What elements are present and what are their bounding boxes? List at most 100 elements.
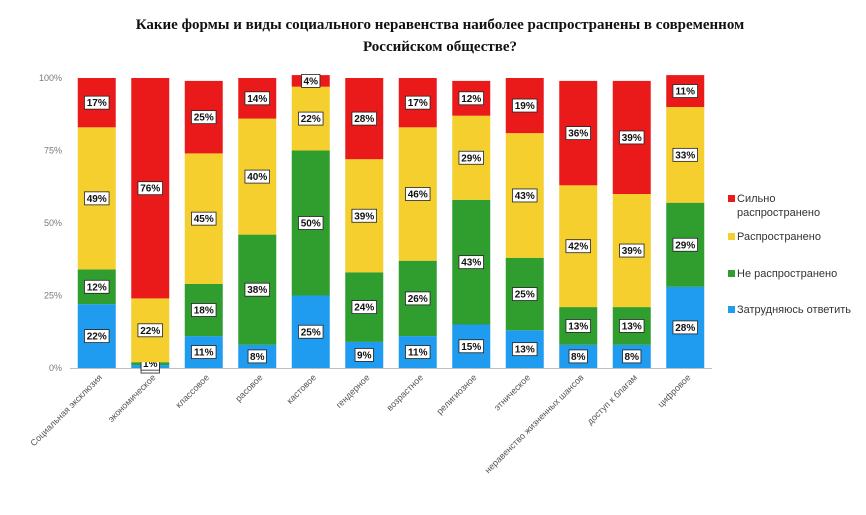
data-label: 29% (672, 237, 698, 252)
data-label: 22% (137, 323, 163, 338)
data-label: 49% (84, 191, 110, 206)
data-label: 19% (512, 98, 538, 113)
data-label: 22% (84, 329, 110, 344)
data-label: 39% (619, 130, 645, 145)
data-label-box (405, 345, 431, 359)
data-label-box (351, 111, 377, 126)
data-label-box (565, 239, 591, 254)
legend-label-not-common: Не распространено (737, 268, 838, 280)
x-category-label: этническое (492, 372, 532, 412)
chart-title: Какие формы и виды социального неравенст… (60, 14, 820, 58)
data-label-box (244, 169, 270, 184)
data-label-text: 36% (568, 129, 588, 140)
data-label-text: 24% (354, 303, 374, 314)
data-label: 25% (512, 287, 538, 301)
data-label-text: 19% (515, 101, 535, 112)
data-label: 39% (619, 243, 645, 258)
data-label-text: 45% (194, 214, 214, 225)
legend-swatch-common (728, 233, 735, 240)
data-label-box (191, 345, 217, 359)
data-label-box (137, 181, 163, 196)
data-label-box (298, 216, 324, 230)
x-category-label: доступ к благам (585, 372, 639, 426)
data-label-box (351, 300, 377, 315)
data-label-text: 14% (247, 94, 267, 105)
data-label: 42% (565, 239, 591, 254)
data-label: 36% (565, 126, 591, 140)
legend-label-common: Распространено (737, 231, 821, 243)
data-label-box (405, 187, 431, 201)
data-label: 18% (191, 303, 217, 317)
x-category-label: гендерное (334, 372, 372, 410)
data-label-box (568, 349, 588, 364)
data-label-text: 9% (357, 350, 372, 361)
data-label: 40% (244, 169, 270, 184)
data-label-text: 17% (87, 98, 107, 109)
data-label-box (84, 95, 110, 110)
data-label-text: 39% (354, 211, 374, 222)
data-label-text: 4% (304, 76, 319, 87)
data-label-box (137, 323, 163, 338)
data-label: 11% (191, 345, 217, 359)
data-label: 26% (405, 291, 431, 306)
data-label-text: 28% (675, 323, 695, 334)
data-label: 13% (619, 319, 645, 333)
data-label-text: 43% (461, 258, 481, 269)
data-label: 15% (458, 339, 484, 354)
data-label-box (191, 303, 217, 317)
data-label-box (84, 279, 110, 294)
data-label: 11% (672, 84, 698, 98)
data-label-text: 76% (140, 184, 160, 195)
legend-label-strong-line-1: Сильно (737, 193, 776, 205)
data-label-text: 22% (140, 326, 160, 337)
data-label: 29% (458, 150, 484, 165)
data-label: 8% (247, 349, 267, 364)
data-label: 43% (458, 255, 484, 270)
data-label: 38% (244, 282, 270, 297)
chart-title-line-2: Российском обществе? (363, 39, 517, 55)
data-label: 25% (191, 110, 217, 125)
data-label-box (301, 74, 321, 88)
data-label-text: 26% (408, 294, 428, 305)
x-category-label: экономическое (106, 372, 158, 424)
data-label-text: 22% (301, 114, 321, 125)
x-category-label: расовое (233, 372, 264, 403)
data-label-box (619, 319, 645, 333)
legend-swatch-unsure (728, 306, 735, 313)
data-label-box (458, 255, 484, 270)
x-category-label: кастовое (285, 372, 318, 405)
data-label: 43% (512, 188, 538, 203)
data-label-box (191, 211, 217, 226)
data-label-box (405, 291, 431, 306)
data-label-text: 11% (194, 348, 214, 359)
legend-swatch-strong (728, 195, 735, 202)
data-label-text: 28% (354, 114, 374, 125)
data-label: 50% (298, 216, 324, 230)
data-label: 12% (84, 279, 110, 294)
data-label-box (565, 319, 591, 333)
data-label-text: 17% (408, 98, 428, 109)
data-label-text: 1% (143, 359, 158, 370)
data-label-box (247, 349, 267, 364)
data-label: 22% (298, 111, 324, 126)
data-label: 28% (672, 320, 698, 335)
x-category-label: возрастное (385, 372, 426, 413)
data-label-box (354, 348, 374, 362)
data-label-box (84, 191, 110, 206)
data-label-box (405, 95, 431, 110)
y-tick-label: 50% (44, 218, 62, 228)
data-label-text: 39% (622, 246, 642, 257)
data-label-box (298, 324, 324, 339)
data-label-text: 25% (194, 113, 214, 124)
data-label: 17% (84, 95, 110, 110)
data-label-box (622, 349, 642, 364)
data-label-text: 12% (461, 94, 481, 105)
data-label-text: 50% (301, 219, 321, 230)
data-label-box (512, 287, 538, 301)
x-category-label: неравенство жизненных шансов (483, 372, 586, 475)
chart-title-line-1: Какие формы и виды социального неравенст… (135, 17, 745, 33)
data-label: 4% (301, 74, 321, 88)
data-label: 33% (672, 147, 698, 162)
y-tick-label: 75% (44, 146, 62, 156)
